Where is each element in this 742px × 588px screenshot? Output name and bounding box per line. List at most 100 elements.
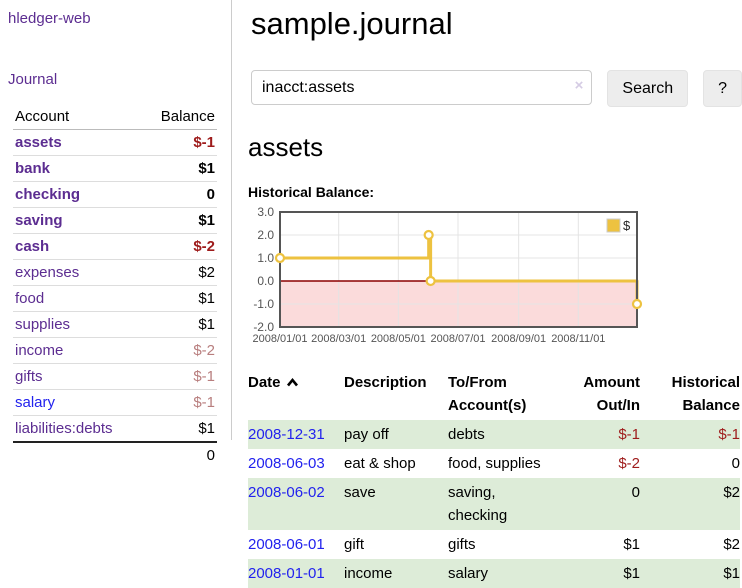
account-balance: $1 xyxy=(142,415,217,443)
account-balance: $1 xyxy=(142,155,217,182)
sidebar-item-journal[interactable]: Journal xyxy=(8,71,58,88)
transaction-balance: $-1 xyxy=(718,426,740,443)
accounts-total-value: 0 xyxy=(142,441,217,468)
account-link[interactable]: checking xyxy=(15,186,81,203)
transaction-date-link[interactable]: 2008-06-02 xyxy=(248,484,325,501)
transaction-description: income xyxy=(344,565,393,582)
account-row: expenses $2 xyxy=(13,259,217,286)
account-balance: $1 xyxy=(142,311,217,338)
register-row: 2008-12-31 pay off debts $-1 $-1 xyxy=(248,420,740,449)
accounts-total-spacer xyxy=(13,441,143,468)
account-link[interactable]: assets xyxy=(15,134,62,151)
sort-ascending-icon xyxy=(286,377,298,387)
search-input[interactable] xyxy=(251,70,593,105)
register-row: 2008-01-01 income salary $1 $1 xyxy=(248,559,740,588)
transaction-date-link[interactable]: 2008-06-03 xyxy=(248,455,325,472)
transaction-accounts: debts xyxy=(448,426,485,443)
transaction-balance: $2 xyxy=(723,484,740,501)
help-button[interactable]: ? xyxy=(703,70,742,107)
y-axis-tick-label: 1.0 xyxy=(257,251,274,265)
data-point-marker xyxy=(423,229,434,241)
search-box: × xyxy=(251,70,593,107)
transaction-date-link[interactable]: 2008-06-01 xyxy=(248,536,325,553)
account-row: assets $-1 xyxy=(13,129,217,156)
register-header-balance: Historical Balance xyxy=(671,374,740,414)
account-balance: $1 xyxy=(142,285,217,312)
account-link[interactable]: cash xyxy=(15,238,50,255)
accounts-header-row: Account Balance xyxy=(13,104,217,130)
accounts-header-balance: Balance xyxy=(142,104,217,130)
account-row: food $1 xyxy=(13,285,217,312)
page-title: sample.journal xyxy=(251,6,453,41)
register-table: Date Description To/From Account(s) Amou… xyxy=(248,368,740,588)
transaction-balance: 0 xyxy=(731,455,740,472)
transaction-date-link[interactable]: 2008-12-31 xyxy=(248,426,325,443)
accounts-total-row: 0 xyxy=(13,441,217,468)
x-axis-tick-label: 2008/05/01 xyxy=(371,333,426,345)
account-link[interactable]: salary xyxy=(15,394,56,411)
chart-title: Historical Balance: xyxy=(248,184,375,200)
account-balance: $-2 xyxy=(142,337,217,364)
accounts-table: Account Balance assets $-1 bank $1 checking 0… xyxy=(13,104,217,468)
transaction-accounts: food, supplies xyxy=(448,455,541,472)
account-heading: assets xyxy=(248,132,324,162)
account-row: bank $1 xyxy=(13,155,217,182)
search-button[interactable]: Search xyxy=(607,70,689,107)
x-axis-tick-label: 2008/01/01 xyxy=(252,333,307,345)
account-link[interactable]: expenses xyxy=(15,264,80,281)
account-link[interactable]: gifts xyxy=(15,368,43,385)
account-balance: $-1 xyxy=(142,363,217,390)
transaction-amount: 0 xyxy=(631,484,640,501)
account-row: income $-2 xyxy=(13,337,217,364)
legend-label: $ xyxy=(623,218,631,233)
register-header-amount: Amount Out/In xyxy=(583,374,640,414)
transaction-date-link[interactable]: 2008-01-01 xyxy=(248,565,325,582)
account-row: gifts $-1 xyxy=(13,363,217,390)
account-balance: 0 xyxy=(142,181,217,208)
account-row: checking 0 xyxy=(13,181,217,208)
transaction-accounts: saving, checking xyxy=(448,484,508,524)
x-axis-tick-label: 2008/03/01 xyxy=(311,333,366,345)
account-link[interactable]: supplies xyxy=(15,316,71,333)
y-axis-tick-label: 2.0 xyxy=(257,228,274,242)
y-axis-tick-label: 0.0 xyxy=(257,274,274,288)
data-point-marker xyxy=(631,298,643,310)
account-link[interactable]: bank xyxy=(15,160,51,177)
y-axis-tick-label: -1.0 xyxy=(253,297,274,311)
y-axis-tick-label: 3.0 xyxy=(257,205,274,219)
transaction-amount: $-1 xyxy=(618,426,640,443)
clear-search-icon[interactable]: × xyxy=(574,77,584,94)
accounts-header-account: Account xyxy=(13,104,143,130)
register-header-date-label: Date xyxy=(248,374,281,391)
account-row: liabilities:debts $1 xyxy=(13,415,217,443)
account-balance: $-1 xyxy=(142,129,217,156)
search-bar: × Search ? xyxy=(251,70,742,107)
app-title-link[interactable]: hledger-web xyxy=(8,10,91,27)
transaction-balance: $1 xyxy=(723,565,740,582)
register-header-date[interactable]: Date xyxy=(248,368,344,420)
main-content: sample.journal × Search ? assets Histori… xyxy=(232,0,742,588)
x-axis-tick-label: 2008/09/01 xyxy=(491,333,546,345)
account-link[interactable]: liabilities:debts xyxy=(15,420,113,437)
transaction-accounts: salary xyxy=(448,565,489,582)
register-header-accounts: To/From Account(s) xyxy=(448,374,527,414)
account-link[interactable]: saving xyxy=(15,212,63,229)
account-balance: $-1 xyxy=(142,389,217,416)
transaction-amount: $1 xyxy=(623,536,640,553)
account-link[interactable]: food xyxy=(15,290,45,307)
x-axis-tick-label: 2008/07/01 xyxy=(430,333,485,345)
y-axis-tick-label: -2.0 xyxy=(253,320,274,334)
transaction-amount: $-2 xyxy=(618,455,640,472)
transaction-balance: $2 xyxy=(723,536,740,553)
account-row: supplies $1 xyxy=(13,311,217,338)
register-header-description: Description xyxy=(344,374,427,391)
account-row: cash $-2 xyxy=(13,233,217,260)
transaction-description: pay off xyxy=(344,426,389,443)
account-balance: $-2 xyxy=(142,233,217,260)
register-row: 2008-06-02 save saving, checking 0 $2 xyxy=(248,478,740,530)
account-row: saving $1 xyxy=(13,207,217,234)
x-axis-tick-label: 2008/11/01 xyxy=(551,333,605,345)
account-link[interactable]: income xyxy=(15,342,64,359)
